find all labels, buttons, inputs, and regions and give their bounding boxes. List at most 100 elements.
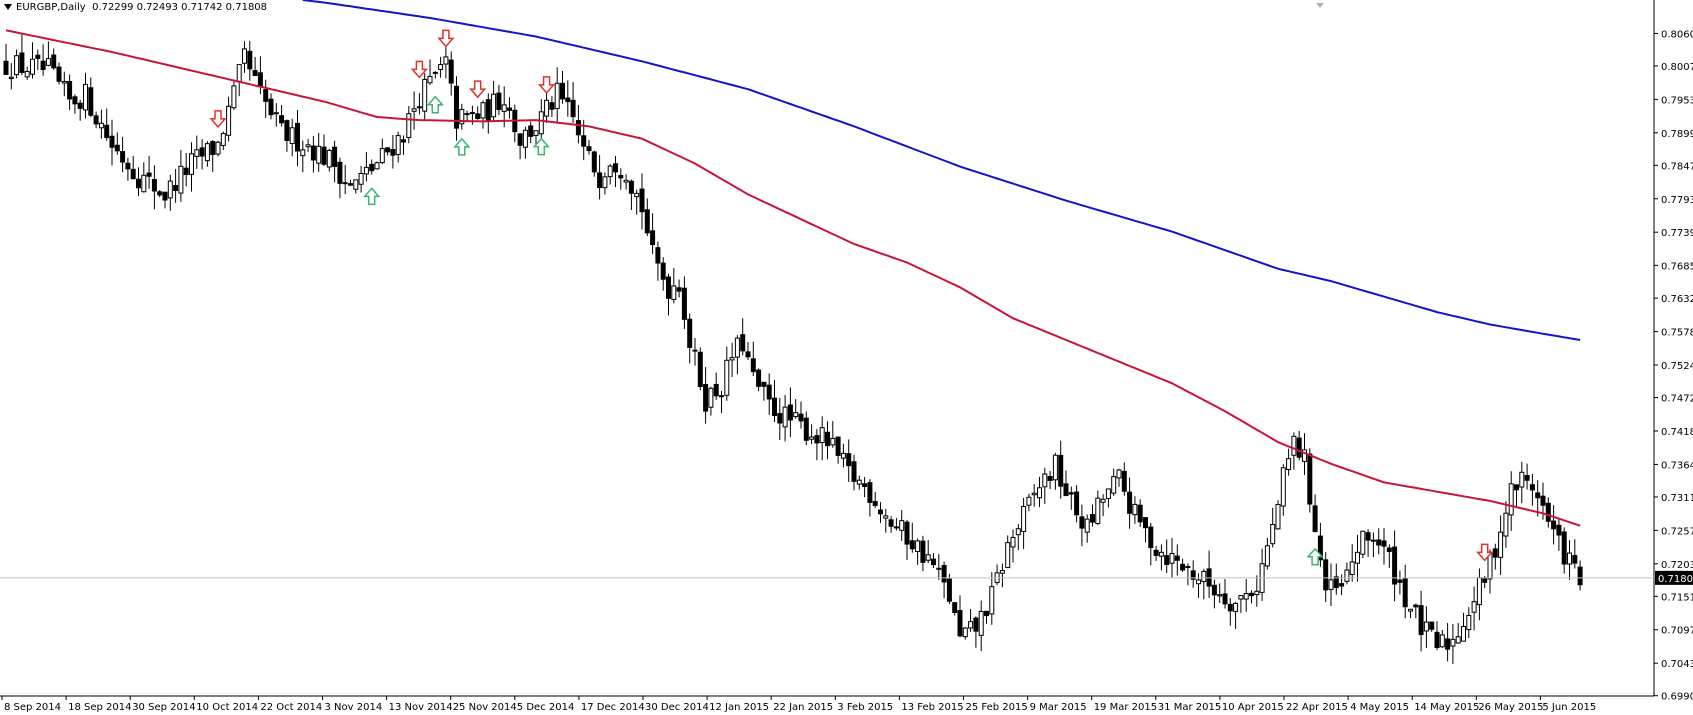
- bear-candle-body: [952, 602, 958, 613]
- candle: [416, 93, 422, 115]
- candle: [183, 152, 189, 187]
- bull-candle-body: [194, 149, 200, 157]
- bull-candle-body: [1010, 536, 1016, 548]
- candle: [136, 167, 141, 197]
- candle: [1355, 534, 1360, 582]
- bull-candle-body: [1508, 483, 1514, 516]
- candle: [1397, 570, 1403, 595]
- bull-candle-body: [978, 610, 984, 636]
- candle: [1312, 494, 1318, 533]
- candle: [1381, 528, 1387, 565]
- bear-candle-body: [464, 113, 470, 116]
- candle: [883, 508, 889, 533]
- candle: [88, 77, 94, 118]
- bull-candle-body: [231, 85, 237, 109]
- candle: [432, 71, 438, 79]
- candle: [1084, 514, 1090, 543]
- bull-candle-body: [1042, 473, 1048, 488]
- bull-candle-body: [1026, 496, 1032, 506]
- candle: [989, 572, 995, 625]
- bear-candle-body: [183, 167, 189, 176]
- candle: [316, 133, 322, 172]
- candle: [310, 136, 316, 173]
- candle: [756, 368, 762, 392]
- bear-candle-body: [1482, 577, 1488, 583]
- candle: [798, 401, 804, 429]
- candle: [1455, 623, 1461, 644]
- bull-candle-body: [925, 554, 931, 561]
- bear-candle-body: [40, 60, 46, 71]
- candle: [931, 553, 936, 569]
- bull-candle-body: [24, 70, 30, 78]
- bull-candle-body: [305, 144, 311, 148]
- candle: [1153, 545, 1159, 561]
- symbol-label: EURGBP,Daily: [16, 2, 86, 13]
- bear-candle-body: [1249, 592, 1254, 597]
- bull-candle-body: [1095, 497, 1101, 525]
- candle: [61, 71, 67, 97]
- candle: [1392, 530, 1398, 602]
- bear-candle-body: [1323, 559, 1329, 591]
- bull-candle-body: [899, 520, 905, 531]
- candle: [1524, 463, 1530, 490]
- bull-candle-body: [607, 165, 613, 178]
- candle: [613, 155, 618, 188]
- candle: [178, 149, 184, 202]
- candle: [337, 157, 343, 199]
- candle: [639, 173, 645, 230]
- candle: [1217, 583, 1223, 603]
- bull-candle-body: [1105, 488, 1111, 500]
- candle: [671, 268, 677, 304]
- bull-candle-body: [1455, 636, 1461, 644]
- x-tick-label: 19 Mar 2015: [1094, 702, 1157, 713]
- x-tick-label: 12 Jan 2015: [709, 702, 769, 713]
- candle: [8, 63, 14, 90]
- candle: [878, 502, 883, 523]
- candle: [295, 110, 300, 167]
- candle: [846, 439, 852, 482]
- shift-marker-icon: [1316, 3, 1324, 8]
- candle: [517, 133, 523, 160]
- candle: [406, 106, 412, 144]
- bear-candle-body: [1164, 555, 1170, 565]
- bear-candle-body: [1185, 566, 1191, 569]
- menu-triangle-icon[interactable]: [4, 4, 12, 10]
- candle: [909, 522, 915, 553]
- candle: [1074, 485, 1080, 523]
- candle: [597, 155, 603, 200]
- bear-candle-body: [772, 397, 777, 417]
- bear-candle-body: [295, 122, 300, 152]
- candle: [549, 96, 555, 117]
- candle: [1471, 586, 1477, 631]
- bear-candle-body: [416, 106, 422, 109]
- bear-candle-body: [401, 139, 406, 143]
- bear-candle-body: [1561, 531, 1567, 565]
- candle: [305, 138, 311, 152]
- bull-candle-body: [1461, 626, 1466, 642]
- candle: [565, 80, 571, 117]
- bear-candle-body: [337, 161, 343, 184]
- candle: [236, 64, 242, 97]
- bear-candle-body: [719, 395, 724, 398]
- candle: [454, 76, 459, 141]
- bull-candle-body: [141, 174, 147, 193]
- bear-candle-body: [973, 617, 979, 632]
- bull-candle-body: [438, 64, 444, 70]
- bear-candle-body: [51, 54, 57, 69]
- candle: [1328, 563, 1334, 606]
- bear-candle-body: [862, 483, 868, 487]
- bear-candle-body: [257, 72, 263, 87]
- candle: [1561, 527, 1567, 574]
- candle: [1572, 539, 1578, 569]
- candle: [644, 198, 650, 236]
- bull-candle-body: [1280, 467, 1286, 507]
- candle: [390, 135, 396, 169]
- x-tick-label: 4 May 2015: [1350, 702, 1409, 713]
- bear-candle-body: [984, 610, 989, 617]
- bull-candle-body: [538, 111, 544, 135]
- bear-candle-body: [1079, 516, 1085, 529]
- bear-candle-body: [613, 163, 618, 173]
- bear-candle-body: [1121, 470, 1127, 492]
- candle: [1227, 598, 1233, 626]
